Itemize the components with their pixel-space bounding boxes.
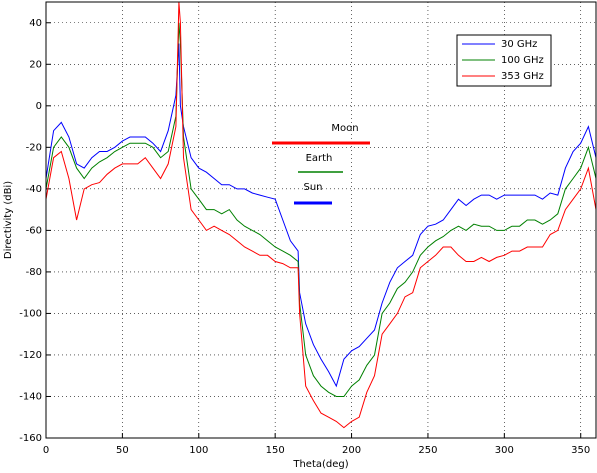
x-tick-label: 100 bbox=[189, 445, 208, 456]
annotation-text: Earth bbox=[306, 153, 333, 164]
plot-lines bbox=[46, 2, 596, 429]
legend-label: 353 GHz bbox=[501, 71, 544, 82]
annotation-text: Sun bbox=[303, 182, 322, 193]
series-line bbox=[46, 2, 596, 429]
annotation-text: Moon bbox=[331, 123, 358, 134]
x-axis-label: Theta(deg) bbox=[292, 459, 348, 470]
x-tick-label: 350 bbox=[571, 445, 590, 456]
y-tick-label: 20 bbox=[29, 59, 42, 70]
legend-label: 100 GHz bbox=[501, 55, 544, 66]
y-tick-label: 40 bbox=[29, 18, 42, 29]
y-axis-label: Directivity (dBi) bbox=[3, 181, 14, 259]
legend-label: 30 GHz bbox=[501, 39, 537, 50]
y-tick-label: -80 bbox=[26, 267, 42, 278]
y-tick-label: -120 bbox=[19, 350, 42, 361]
x-tick-label: 50 bbox=[116, 445, 129, 456]
x-tick-label: 0 bbox=[43, 445, 49, 456]
x-tick-label: 300 bbox=[495, 445, 514, 456]
series-line bbox=[46, 43, 596, 388]
series-line bbox=[46, 22, 596, 397]
y-tick-label: -140 bbox=[19, 391, 42, 402]
x-tick-label: 150 bbox=[266, 445, 285, 456]
y-tick-label: -20 bbox=[26, 142, 42, 153]
y-tick-label: -60 bbox=[26, 225, 42, 236]
y-tick-label: -160 bbox=[19, 433, 42, 444]
y-tick-label: 0 bbox=[36, 101, 42, 112]
x-tick-label: 200 bbox=[342, 445, 361, 456]
x-tick-label: 250 bbox=[418, 445, 437, 456]
y-tick-label: -40 bbox=[26, 184, 42, 195]
axes-frame bbox=[45, 1, 597, 439]
y-tick-label: -100 bbox=[19, 308, 42, 319]
